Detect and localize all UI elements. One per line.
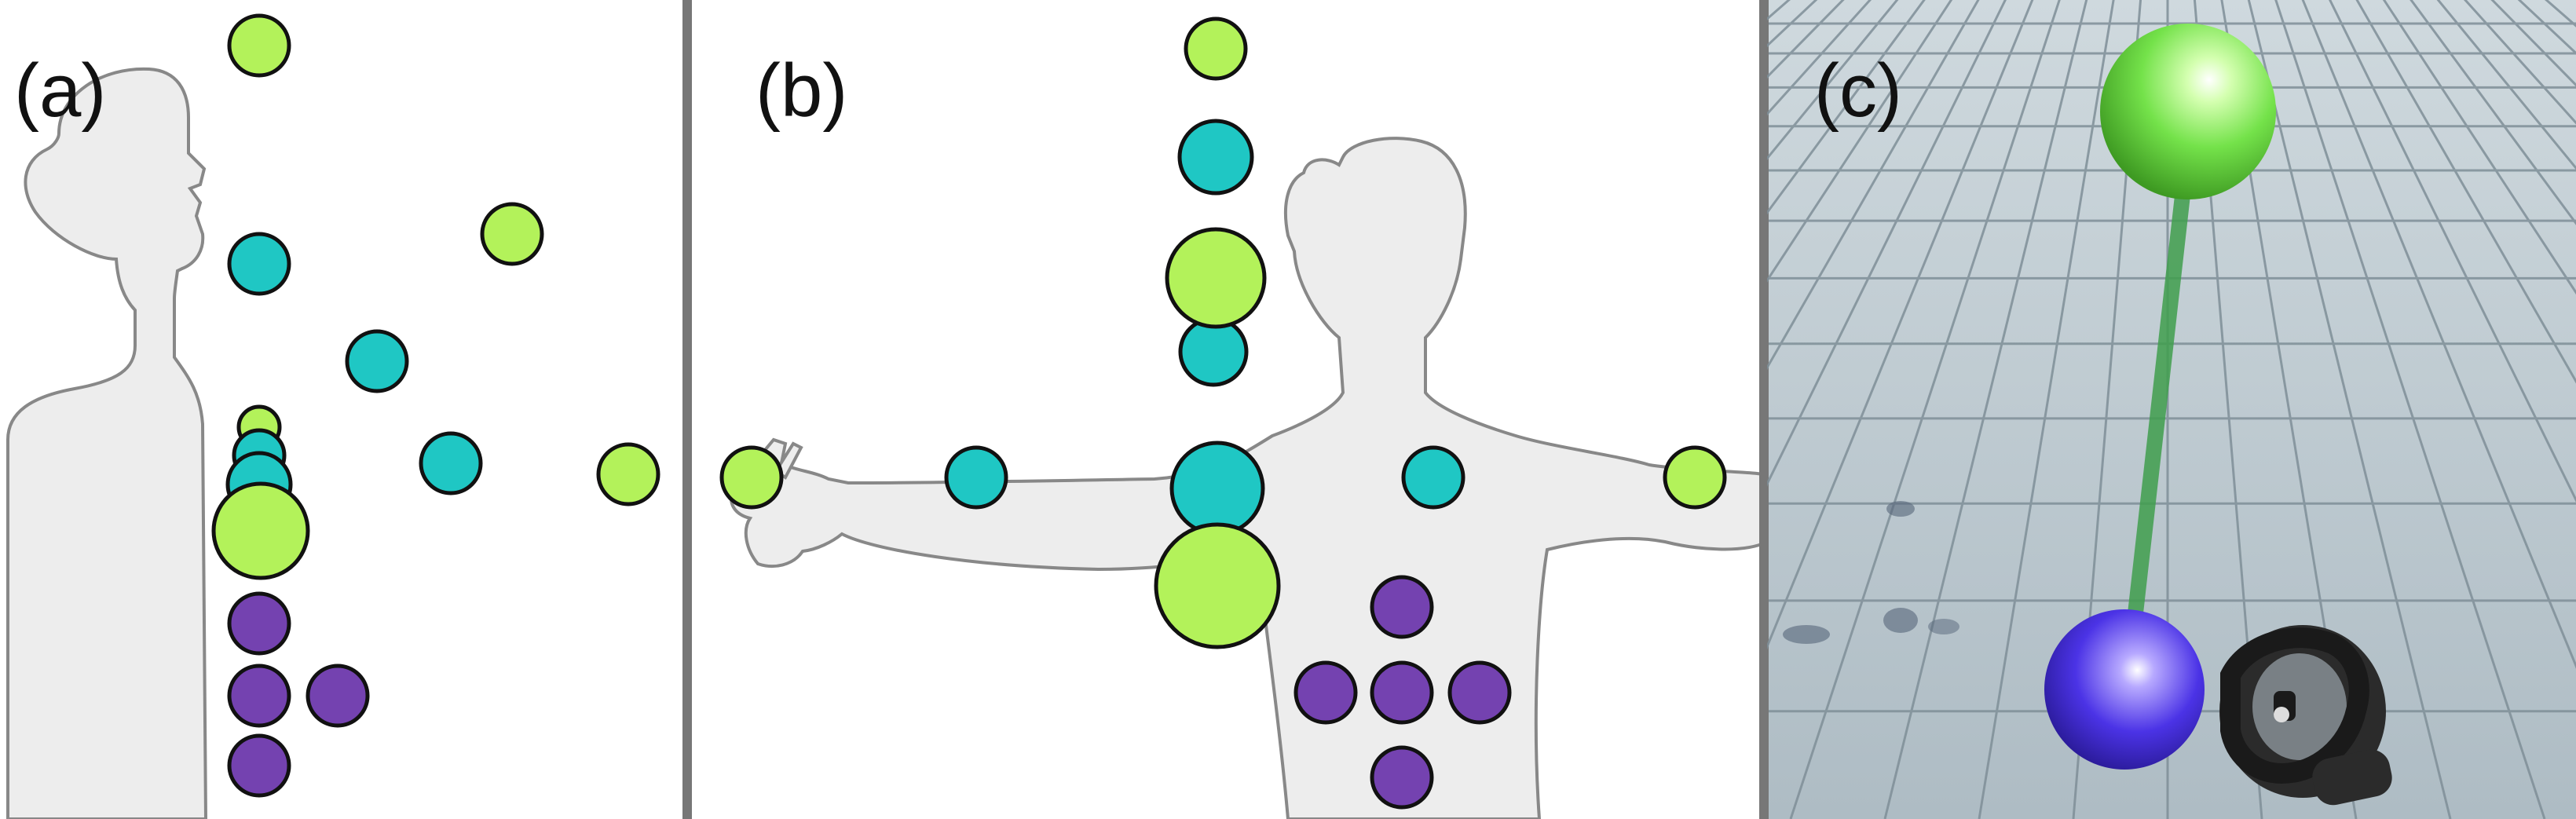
floor-shadow xyxy=(1886,501,1915,517)
marker-teal xyxy=(1401,445,1465,510)
marker-teal xyxy=(227,232,291,296)
vr-connector-beam xyxy=(2127,188,2191,620)
divider-right xyxy=(1759,0,1769,819)
panel-b: (b) xyxy=(719,16,1769,819)
marker-teal xyxy=(944,445,1008,510)
panel-c-label: (c) xyxy=(1814,49,1902,133)
vr-controller-icon xyxy=(2219,625,2392,806)
marker-purple xyxy=(1293,660,1358,725)
panel-a: (a) xyxy=(6,13,660,819)
marker-purple xyxy=(227,591,291,656)
grid-line xyxy=(2301,0,2576,669)
panel-a-label: (a) xyxy=(14,49,106,133)
grid-line xyxy=(1789,0,2061,819)
grid-line xyxy=(1978,0,2115,819)
divider-left xyxy=(682,0,692,819)
grid-line xyxy=(2329,0,2576,503)
marker-teal xyxy=(1177,119,1254,196)
marker-lime xyxy=(227,13,291,78)
panel-c: (c) xyxy=(1767,0,2576,819)
marker-lime xyxy=(1165,227,1267,329)
floor-shadow xyxy=(1928,619,1959,634)
grid-line xyxy=(2274,0,2546,819)
person-side-view xyxy=(6,67,208,819)
marker-purple xyxy=(227,733,291,798)
floor-shadow xyxy=(1883,608,1918,633)
marker-lime xyxy=(1154,522,1281,649)
grid-line xyxy=(1767,0,2034,650)
grid-line xyxy=(2220,0,2358,819)
marker-purple xyxy=(227,664,291,728)
floor-shadow xyxy=(1783,625,1830,644)
grid-line xyxy=(2382,0,2576,295)
marker-purple xyxy=(1370,660,1434,725)
marker-purple xyxy=(1447,660,1512,725)
vr-blue-sphere xyxy=(2044,609,2205,770)
marker-lime xyxy=(596,442,660,506)
grid-line xyxy=(1767,0,1953,283)
marker-lime xyxy=(1184,16,1248,81)
marker-teal xyxy=(345,329,409,393)
marker-purple xyxy=(1370,575,1434,639)
marker-teal xyxy=(1178,316,1249,387)
marker-lime xyxy=(480,202,544,266)
panel-b-label: (b) xyxy=(756,49,847,133)
grid-line xyxy=(2247,0,2452,819)
marker-lime xyxy=(719,445,784,510)
grid-line xyxy=(2355,0,2576,384)
marker-teal xyxy=(419,431,483,495)
vr-green-sphere xyxy=(2100,24,2276,199)
grid-line xyxy=(1767,0,2007,487)
grid-line xyxy=(1767,0,1980,371)
marker-lime xyxy=(211,481,310,580)
marker-teal xyxy=(1169,441,1265,536)
marker-purple xyxy=(306,664,370,728)
grid-line xyxy=(2193,0,2263,819)
marker-lime xyxy=(1663,445,1727,510)
marker-purple xyxy=(1370,745,1434,810)
